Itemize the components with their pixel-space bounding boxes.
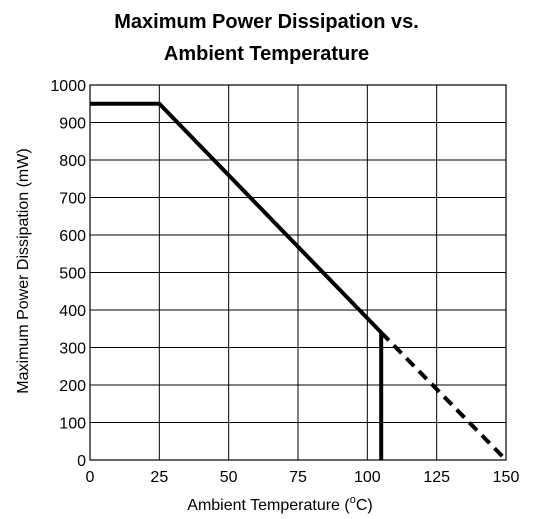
tick-labels: 0 25 50 75 100 125 150 0 100 200 300 400 500 600 700 80… — [50, 78, 519, 486]
series-line-0 — [90, 101, 383, 334]
y-tick-label-900: 900 — [59, 116, 86, 133]
x-tick-label-75: 75 — [289, 469, 307, 486]
x-tick-label-25: 25 — [150, 469, 168, 486]
x-axis-label-superscript: o — [350, 494, 356, 506]
x-tick-label-150: 150 — [493, 469, 520, 486]
x-axis-label-text: Ambient Temperature ( — [187, 497, 350, 514]
y-tick-label-500: 500 — [59, 266, 86, 283]
y-tick-label-700: 700 — [59, 191, 86, 208]
y-tick-label-300: 300 — [59, 341, 86, 358]
x-tick-label-0: 0 — [86, 469, 95, 486]
y-tick-label-1000: 1000 — [50, 78, 86, 95]
y-tick-label-0: 0 — [77, 453, 86, 470]
x-tick-label-100: 100 — [354, 469, 381, 486]
grid — [89, 84, 507, 461]
y-tick-label-100: 100 — [59, 416, 86, 433]
y-tick-label-400: 400 — [59, 303, 86, 320]
x-axis-label: Ambient Temperature (oC) — [187, 494, 372, 514]
y-tick-label-600: 600 — [59, 228, 86, 245]
x-tick-label-50: 50 — [220, 469, 238, 486]
chart-title-line-2: Ambient Temperature — [163, 43, 370, 65]
plot-border — [89, 84, 507, 461]
y-tick-label-200: 200 — [59, 378, 86, 395]
x-axis-label-end: C) — [356, 497, 373, 514]
y-axis-label: Maximum Power Dissipation (mW) — [15, 148, 32, 393]
series-line-2 — [379, 331, 508, 462]
chart-title-line-1: Maximum Power Dissipation vs. — [114, 11, 419, 33]
series-group — [90, 101, 508, 462]
y-tick-label-800: 800 — [59, 153, 86, 170]
chart-title: Maximum Power Dissipation vs. Ambient Te… — [0, 6, 533, 70]
x-tick-label-125: 125 — [423, 469, 450, 486]
